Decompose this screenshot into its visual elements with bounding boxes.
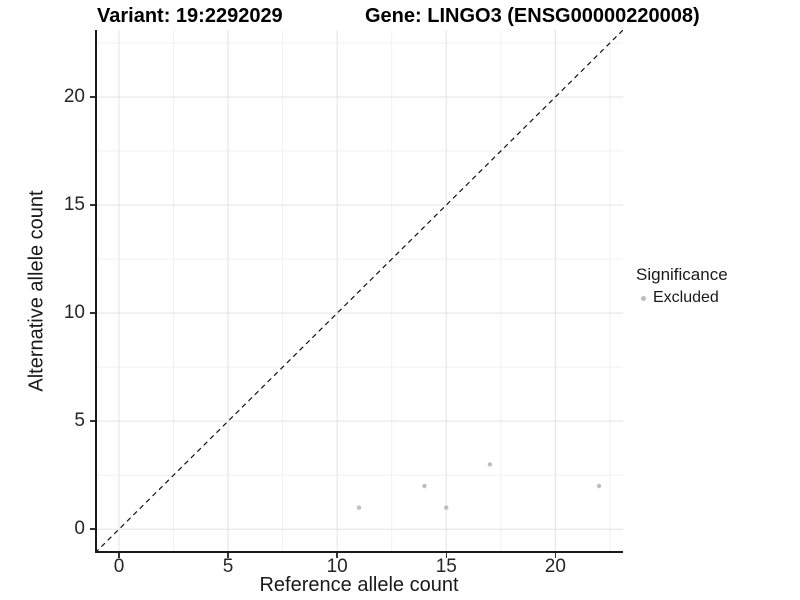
y-tick-mark [90, 420, 95, 422]
legend-point-icon [641, 295, 646, 301]
y-tick-mark [90, 312, 95, 314]
x-tick-mark [227, 553, 229, 558]
data-point [356, 505, 362, 510]
y-tick-label: 0 [74, 518, 85, 540]
legend: Significance Excluded [636, 264, 796, 308]
data-point [422, 483, 427, 489]
x-tick-label: 10 [326, 556, 348, 577]
legend-item-label: Excluded [653, 289, 719, 306]
y-tick-mark [90, 96, 95, 98]
data-point [596, 483, 602, 489]
major-gridlines [95, 30, 623, 553]
x-tick-mark [118, 553, 120, 558]
y-tick-mark [90, 528, 95, 530]
x-tick-mark [554, 553, 557, 558]
data-point [444, 505, 449, 510]
legend-title: Significance [636, 265, 728, 284]
y-axis-title: Alternative allele count [25, 190, 48, 392]
plot-area-svg [95, 30, 623, 553]
plot-title-gene: Gene: LINGO3 (ENSG00000220008) [365, 5, 700, 27]
x-tick-label: 15 [435, 556, 457, 577]
data-point [487, 462, 493, 467]
x-axis-title: Reference allele count [259, 574, 459, 596]
y-tick-label: 20 [63, 85, 85, 107]
y-tick-label: 5 [74, 410, 85, 432]
minor-gridlines [95, 30, 623, 553]
identity-line [95, 30, 623, 553]
x-tick-mark [445, 553, 448, 558]
x-tick-label: 5 [222, 556, 234, 577]
y-tick-label: 15 [63, 194, 85, 216]
x-tick-label: 20 [544, 556, 566, 577]
plot-title-variant: Variant: 19:2292029 [97, 5, 283, 27]
x-tick-label: 0 [113, 556, 125, 577]
legend-item: Excluded [636, 288, 796, 308]
y-tick-mark [90, 204, 95, 206]
legend-items: Excluded [636, 288, 796, 308]
y-tick-label: 10 [63, 302, 85, 324]
plot-panel [95, 30, 623, 553]
x-tick-mark [336, 553, 338, 558]
